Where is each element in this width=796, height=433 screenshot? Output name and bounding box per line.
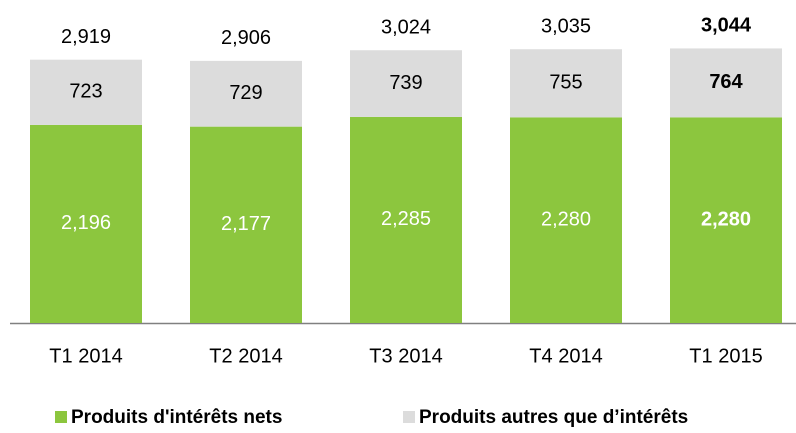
x-tick-label: T1 2015 [689,345,762,367]
x-tick-label: T3 2014 [369,345,442,367]
total-label: 2,919 [61,26,111,48]
value-label: 729 [229,82,262,104]
value-label: 2,280 [541,208,591,230]
total-label: 3,044 [701,15,752,37]
legend-label: Produits autres que d’intérêts [419,407,688,428]
bar-segment [350,50,462,117]
total-label: 3,024 [381,17,431,39]
bar-segment [350,116,462,323]
value-label: 755 [549,72,582,94]
total-label: 2,906 [221,27,271,49]
bar-segment [670,117,782,324]
x-tick-label: T2 2014 [209,345,282,367]
bar-segment [670,48,782,118]
legend-swatch [55,411,67,423]
bar-segment [30,124,142,323]
total-label: 3,035 [541,16,591,38]
bar-segment [510,49,622,118]
value-label: 2,196 [61,212,111,234]
value-label: 2,280 [701,208,751,230]
legend-label: Produits d'intérêts nets [71,407,282,428]
value-label: 764 [709,71,743,93]
x-tick-label: T4 2014 [529,345,602,367]
x-tick-label: T1 2014 [49,345,122,367]
bar-segment [510,117,622,324]
legend-swatch [403,411,415,423]
value-label: 723 [69,81,102,103]
value-label: 2,177 [221,213,271,235]
bar-segment [190,126,302,323]
bar-segment [190,60,302,127]
bar-segment [30,59,142,125]
value-label: 739 [389,72,422,94]
value-label: 2,285 [381,208,431,230]
